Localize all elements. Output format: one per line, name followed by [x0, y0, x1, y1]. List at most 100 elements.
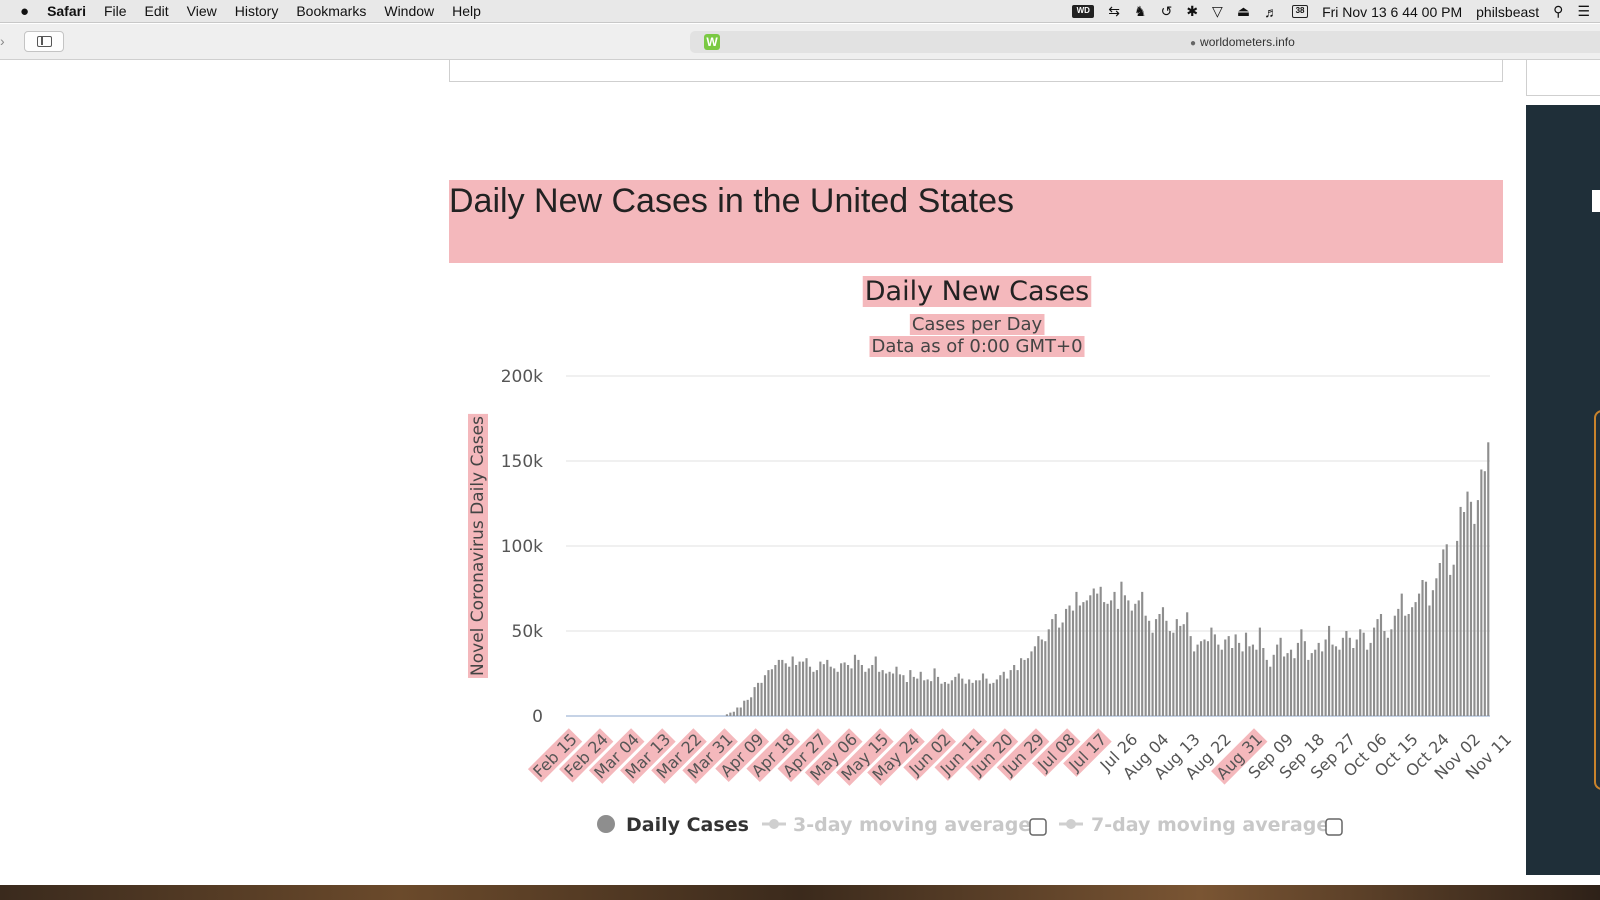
bar[interactable]	[1355, 639, 1358, 717]
bar[interactable]	[1033, 646, 1036, 716]
bar[interactable]	[1456, 540, 1459, 716]
bar[interactable]	[743, 700, 746, 716]
bar[interactable]	[1220, 649, 1223, 716]
bar[interactable]	[905, 682, 908, 716]
bar[interactable]	[1276, 644, 1279, 716]
bar[interactable]	[1089, 595, 1092, 716]
bar[interactable]	[777, 659, 780, 716]
bar[interactable]	[1414, 602, 1417, 716]
address-bar[interactable]: W ● worldometers.info	[690, 31, 1600, 53]
bar[interactable]	[1300, 629, 1303, 716]
legend-marker-7day[interactable]	[1066, 819, 1076, 829]
bar[interactable]	[878, 671, 881, 716]
bar[interactable]	[1224, 639, 1227, 717]
bar[interactable]	[1393, 615, 1396, 716]
bar[interactable]	[746, 699, 749, 716]
bar[interactable]	[1227, 636, 1230, 716]
bar[interactable]	[1462, 512, 1466, 716]
bar[interactable]	[864, 671, 867, 716]
bar[interactable]	[1400, 593, 1403, 716]
bar[interactable]	[801, 661, 805, 716]
bar[interactable]	[739, 707, 742, 717]
bar[interactable]	[898, 674, 902, 716]
bar[interactable]	[1345, 631, 1348, 716]
bar[interactable]	[798, 661, 801, 716]
bar[interactable]	[950, 680, 953, 716]
bar[interactable]	[981, 673, 985, 717]
bar[interactable]	[867, 668, 870, 716]
bar[interactable]	[1341, 637, 1344, 716]
bar[interactable]	[1359, 629, 1362, 716]
bar[interactable]	[1002, 671, 1005, 716]
bar[interactable]	[1321, 651, 1324, 716]
bar[interactable]	[1265, 659, 1268, 716]
bar[interactable]	[840, 663, 843, 716]
spotlight-search-icon[interactable]: ⚲	[1553, 3, 1564, 19]
bar[interactable]	[1016, 670, 1019, 716]
time-machine-icon[interactable]: ↺	[1160, 3, 1173, 19]
legend-marker-daily-cases[interactable]	[597, 815, 615, 833]
bar[interactable]	[1030, 651, 1033, 716]
bar[interactable]	[812, 671, 815, 716]
bar[interactable]	[1186, 612, 1189, 716]
bar[interactable]	[732, 711, 735, 716]
bar[interactable]	[1459, 506, 1462, 716]
back-chevron-icon[interactable]: ›	[0, 33, 5, 49]
bar[interactable]	[1407, 614, 1410, 716]
bar[interactable]	[1071, 610, 1075, 716]
bar[interactable]	[1061, 622, 1064, 717]
bar[interactable]	[1193, 651, 1196, 716]
bar[interactable]	[1096, 593, 1099, 716]
bar[interactable]	[943, 682, 947, 716]
bar[interactable]	[1158, 614, 1161, 716]
bar[interactable]	[1251, 644, 1255, 716]
bar[interactable]	[833, 668, 836, 716]
bar[interactable]	[1324, 639, 1327, 717]
legend-7day-checkbox[interactable]	[1325, 818, 1343, 836]
bar[interactable]	[1404, 615, 1407, 716]
bar[interactable]	[1296, 642, 1300, 716]
bar[interactable]	[895, 666, 898, 716]
bar[interactable]	[933, 668, 936, 716]
bar[interactable]	[1476, 500, 1479, 716]
bar[interactable]	[829, 666, 832, 716]
bar[interactable]	[940, 683, 943, 716]
sync-icon[interactable]: ⇆	[1108, 3, 1121, 19]
wifi-icon[interactable]: ▽	[1212, 3, 1223, 19]
bar[interactable]	[916, 678, 919, 716]
bar[interactable]	[1213, 634, 1216, 716]
bar[interactable]	[1144, 615, 1147, 716]
bar[interactable]	[1206, 641, 1210, 716]
bar[interactable]	[1148, 620, 1151, 716]
bar[interactable]	[1099, 586, 1102, 716]
bar[interactable]	[1175, 619, 1178, 716]
menu-bookmarks[interactable]: Bookmarks	[296, 3, 367, 19]
bar[interactable]	[805, 658, 808, 716]
bar[interactable]	[1020, 658, 1023, 716]
bar[interactable]	[1116, 608, 1120, 716]
bar[interactable]	[1480, 469, 1483, 717]
url-text[interactable]: ● worldometers.info	[1190, 35, 1295, 49]
bar[interactable]	[808, 666, 812, 716]
bar[interactable]	[1013, 665, 1016, 716]
bar[interactable]	[1449, 574, 1452, 716]
bar[interactable]	[961, 678, 964, 716]
bar[interactable]	[1383, 631, 1386, 716]
bar[interactable]	[1283, 656, 1286, 717]
bar[interactable]	[1445, 544, 1448, 716]
apple-menu-icon[interactable]: ●	[20, 2, 30, 20]
bar[interactable]	[1047, 629, 1050, 716]
legend-3day-average[interactable]: 3-day moving average	[793, 814, 1031, 836]
bar[interactable]	[1231, 648, 1234, 716]
bar[interactable]	[770, 669, 773, 716]
bar[interactable]	[1473, 523, 1476, 716]
bar[interactable]	[1328, 625, 1331, 716]
bar[interactable]	[846, 665, 850, 716]
bar[interactable]	[1064, 608, 1068, 716]
bar[interactable]	[1487, 442, 1490, 716]
bar[interactable]	[1244, 632, 1248, 716]
bar[interactable]	[1483, 471, 1486, 716]
bar[interactable]	[756, 682, 760, 716]
bar[interactable]	[936, 676, 940, 716]
bar[interactable]	[836, 671, 839, 716]
